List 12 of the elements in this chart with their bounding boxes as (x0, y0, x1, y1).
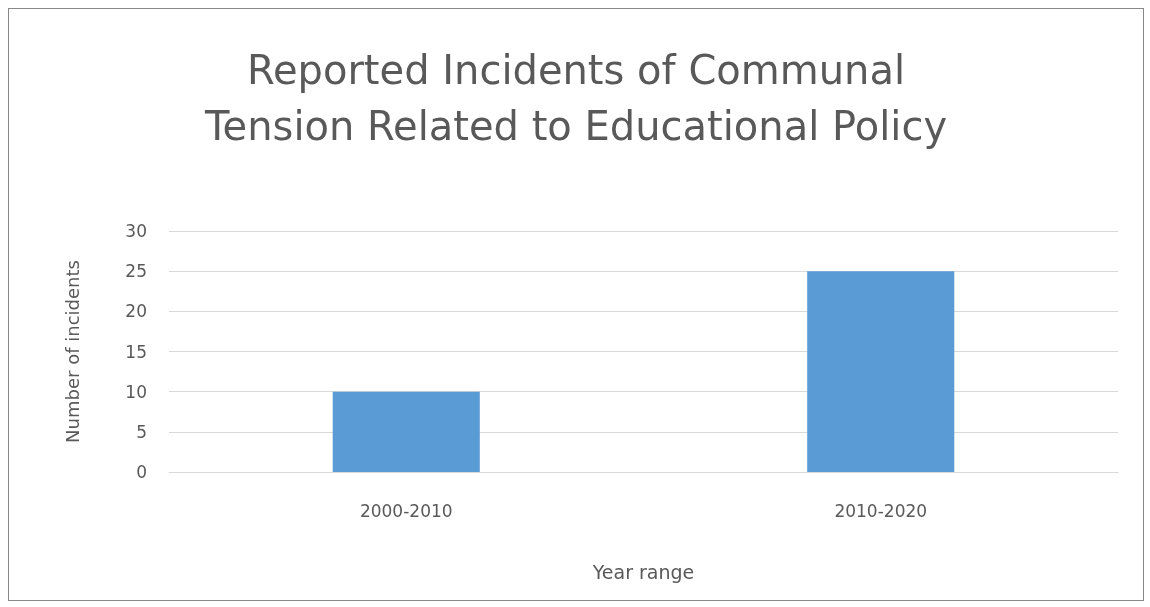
y-tick-label: 0 (136, 462, 147, 482)
y-tick-label: 20 (125, 301, 147, 322)
y-tick-label: 25 (125, 261, 147, 282)
chart-title: Reported Incidents of Communal Tension Related to Educational Policy (203, 47, 948, 149)
y-axis-title: Number of incidents (61, 260, 83, 443)
y-tick-label: 30 (125, 221, 147, 241)
y-tick-label: 10 (125, 381, 147, 402)
y-tick-label: 5 (136, 421, 147, 442)
x-axis-title: Year range (591, 560, 695, 583)
x-tick-label: 2000-2010 (359, 500, 453, 521)
x-tick-label: 2010-2020 (834, 500, 928, 521)
y-tick-label: 15 (125, 341, 147, 362)
